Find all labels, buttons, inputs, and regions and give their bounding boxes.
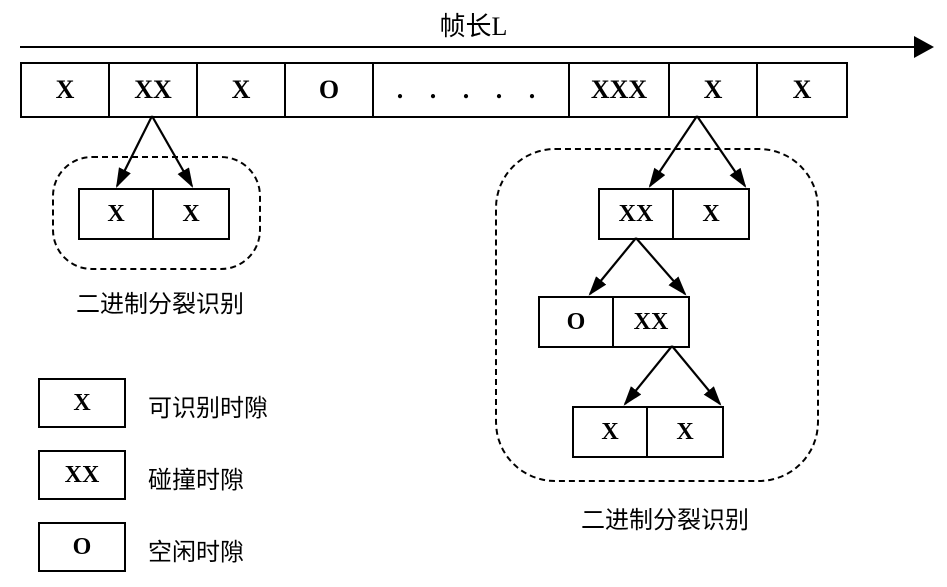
frame-slot-1: XX [110, 64, 198, 116]
frame-slot-4: . . . . . [374, 64, 570, 116]
left-split-caption: 二进制分裂识别 [70, 284, 250, 319]
right-split-level1: XX X [598, 188, 750, 240]
right-l2-cell-1: O [540, 298, 614, 346]
right-split-level3: X X [572, 406, 724, 458]
frame-slot-5: XXX [570, 64, 670, 116]
frame-slot-2: X [198, 64, 286, 116]
frame-slot-7: X [758, 64, 846, 116]
legend-label-2: 碰撞时隙 [148, 460, 244, 495]
frame-slot-row: XXXXO. . . . .XXXXX [20, 62, 848, 118]
right-l3-cell-1: X [574, 408, 648, 456]
right-l2-cell-2: XX [614, 298, 688, 346]
legend-box-1: X [38, 378, 126, 428]
frame-length-arrow-head [914, 36, 934, 58]
right-l1-cell-2: X [674, 190, 748, 238]
legend-box-2: XX [38, 450, 126, 500]
frame-length-arrow-line [20, 46, 920, 48]
legend-symbol-1: X [73, 390, 90, 417]
right-l1-cell-1: XX [600, 190, 674, 238]
left-split-cell-2: X [154, 190, 228, 238]
left-split-pair: X X [78, 188, 230, 240]
legend-label-1: 可识别时隙 [148, 388, 268, 423]
legend-label-3: 空闲时隙 [148, 532, 244, 567]
legend-symbol-2: XX [65, 462, 100, 489]
legend-symbol-3: O [73, 534, 92, 561]
right-split-level2: O XX [538, 296, 690, 348]
right-l3-cell-2: X [648, 408, 722, 456]
frame-slot-6: X [670, 64, 758, 116]
frame-slot-3: O [286, 64, 374, 116]
left-split-cell-1: X [80, 190, 154, 238]
right-split-caption: 二进制分裂识别 [565, 500, 765, 535]
legend-box-3: O [38, 522, 126, 572]
frame-slot-0: X [22, 64, 110, 116]
frame-length-title: 帧长L [0, 6, 947, 43]
